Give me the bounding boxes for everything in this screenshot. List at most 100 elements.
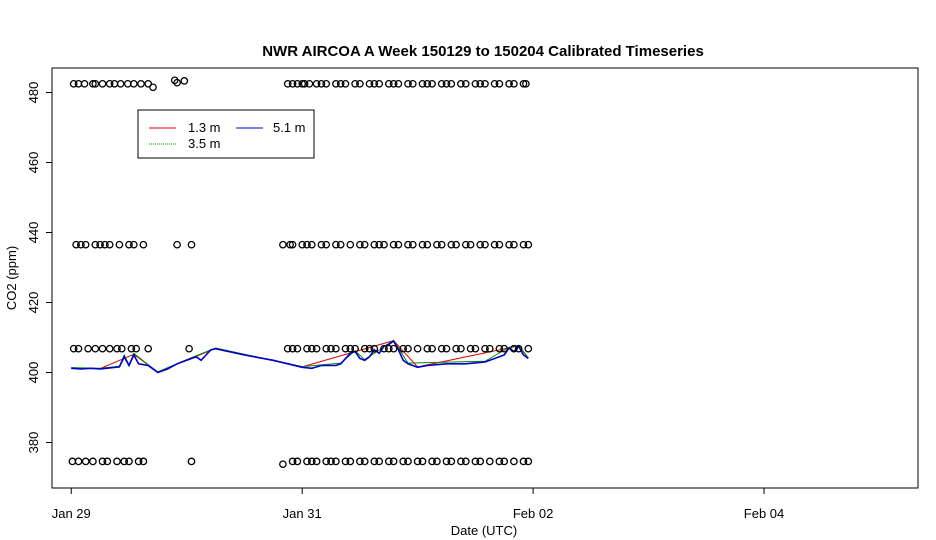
- marker-point: [519, 457, 528, 466]
- marker-point: [356, 240, 364, 249]
- marker-point: [322, 240, 331, 249]
- marker-point: [74, 344, 83, 353]
- marker-point: [298, 240, 307, 249]
- marker-point: [341, 457, 350, 466]
- marker-point: [303, 240, 311, 249]
- marker-point: [69, 344, 78, 353]
- marker-point: [322, 79, 331, 88]
- marker-point: [423, 79, 432, 88]
- marker-point: [447, 457, 456, 466]
- marker-point: [116, 79, 125, 88]
- marker-point: [476, 457, 485, 466]
- marker-point: [423, 344, 432, 353]
- marker-point: [293, 344, 302, 353]
- marker-point: [170, 76, 179, 85]
- marker-point: [74, 457, 83, 466]
- marker-point: [279, 240, 287, 249]
- marker-point: [356, 457, 364, 466]
- marker-point: [485, 457, 494, 466]
- y-tick-label-480: 480: [26, 82, 41, 104]
- x-tick-label-1: Jan 31: [283, 506, 322, 521]
- marker-point: [144, 344, 153, 353]
- marker-point: [370, 344, 379, 353]
- marker-point: [139, 240, 148, 249]
- marker-point: [332, 457, 340, 466]
- marker-point: [336, 79, 345, 88]
- marker-point: [510, 457, 518, 466]
- marker-point: [490, 79, 499, 88]
- marker-point: [103, 457, 112, 466]
- marker-point: [298, 79, 307, 88]
- marker-point: [399, 344, 408, 353]
- marker-point: [375, 240, 384, 249]
- marker-point: [404, 79, 412, 88]
- marker-point: [471, 79, 480, 88]
- marker-point: [341, 79, 350, 88]
- marker-point: [332, 344, 340, 353]
- marker-point: [505, 240, 513, 249]
- marker-point: [91, 344, 100, 353]
- legend-label-5-1m: 5.1 m: [273, 120, 306, 135]
- marker-point: [524, 344, 533, 353]
- marker-point: [360, 457, 369, 466]
- marker-point: [173, 78, 181, 87]
- marker-point: [399, 457, 408, 466]
- y-tick-label-380: 380: [26, 432, 41, 454]
- marker-point: [288, 457, 297, 466]
- marker-point: [322, 344, 331, 353]
- marker-point: [336, 240, 345, 249]
- marker-point: [81, 457, 90, 466]
- marker-point: [522, 79, 530, 88]
- marker-point: [481, 79, 489, 88]
- marker-point: [125, 240, 133, 249]
- marker-point: [332, 79, 340, 88]
- marker-point: [428, 344, 436, 353]
- marker-point: [351, 344, 359, 353]
- marker-point: [404, 240, 412, 249]
- marker-point: [305, 79, 314, 88]
- marker-point: [89, 457, 97, 466]
- marker-point: [433, 457, 441, 466]
- marker-point: [471, 457, 480, 466]
- marker-point: [307, 240, 316, 249]
- y-tick-label-440: 440: [26, 222, 41, 244]
- marker-point: [283, 79, 292, 88]
- marker-point: [437, 79, 446, 88]
- marker-point: [389, 457, 398, 466]
- marker-point: [452, 240, 460, 249]
- marker-point: [187, 240, 196, 249]
- marker-point: [312, 344, 321, 353]
- legend-label-1-3m: 1.3 m: [188, 120, 221, 135]
- marker-point: [437, 240, 446, 249]
- marker-point: [394, 240, 403, 249]
- marker-point: [360, 344, 369, 353]
- marker-point: [293, 457, 302, 466]
- marker-point: [505, 79, 513, 88]
- legend-label-3-5m: 3.5 m: [188, 136, 221, 151]
- marker-point: [346, 457, 355, 466]
- plot-area-frame: [51, 67, 919, 489]
- marker-point: [389, 79, 398, 88]
- marker-point: [413, 344, 422, 353]
- marker-point: [80, 79, 89, 88]
- marker-point: [105, 240, 114, 249]
- legend: 1.3 m 5.1 m 3.5 m: [137, 109, 315, 159]
- x-tick-label-3: Feb 04: [744, 506, 784, 521]
- marker-point: [346, 240, 355, 249]
- marker-point: [404, 344, 412, 353]
- x-tick-label-2: Feb 02: [513, 506, 553, 521]
- marker-point: [81, 240, 90, 249]
- marker-point: [481, 240, 489, 249]
- marker-point: [394, 79, 403, 88]
- marker-point: [500, 344, 509, 353]
- marker-point: [408, 240, 417, 249]
- marker-point: [346, 344, 355, 353]
- marker-point: [510, 79, 518, 88]
- marker-point: [303, 457, 311, 466]
- marker-point: [72, 240, 80, 249]
- marker-point: [98, 79, 107, 88]
- marker-point: [317, 240, 326, 249]
- marker-point: [89, 79, 97, 88]
- marker-point: [418, 79, 427, 88]
- marker-point: [418, 240, 427, 249]
